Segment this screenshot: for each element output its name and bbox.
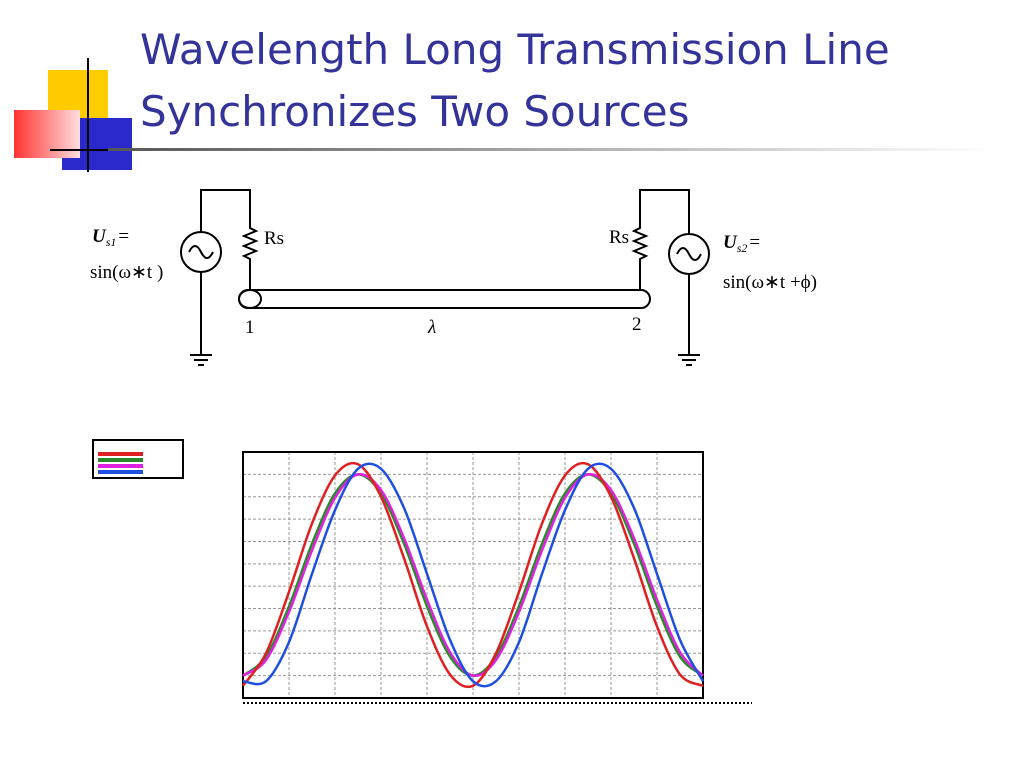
resistor-label: Rs <box>264 228 284 249</box>
subscript: s1 <box>106 235 117 249</box>
equals: = <box>749 232 760 253</box>
logo <box>14 58 136 172</box>
symbol: U <box>723 232 738 253</box>
title: Wavelength Long Transmission Line <box>140 25 890 74</box>
source-label: Us1 = <box>92 226 129 249</box>
subscript: s2 <box>737 241 748 255</box>
resistor-label: Rs <box>609 227 629 248</box>
plot-frame <box>242 451 704 699</box>
node-label: 2 <box>632 314 642 335</box>
node-label: 1 <box>245 317 255 338</box>
source-label: Us2 = <box>723 232 760 255</box>
title: Synchronizes Two Sources <box>140 87 690 136</box>
line-label: λ <box>427 317 436 338</box>
legend-box <box>92 439 184 479</box>
series-line <box>242 472 704 678</box>
symbol: U <box>92 226 107 247</box>
source-equation: sin(ω∗t +ϕ) <box>723 272 817 293</box>
source-equation: sin(ω∗t ) <box>90 262 163 283</box>
plot <box>241 451 752 704</box>
series-line <box>242 462 705 688</box>
equals: = <box>118 226 129 247</box>
circuit: Rs Rs 1 2 λ Us1 = sin(ω∗t ) Us2 = sin(ω∗t … <box>90 189 817 366</box>
title-rule <box>108 148 988 151</box>
series-line <box>241 461 704 689</box>
